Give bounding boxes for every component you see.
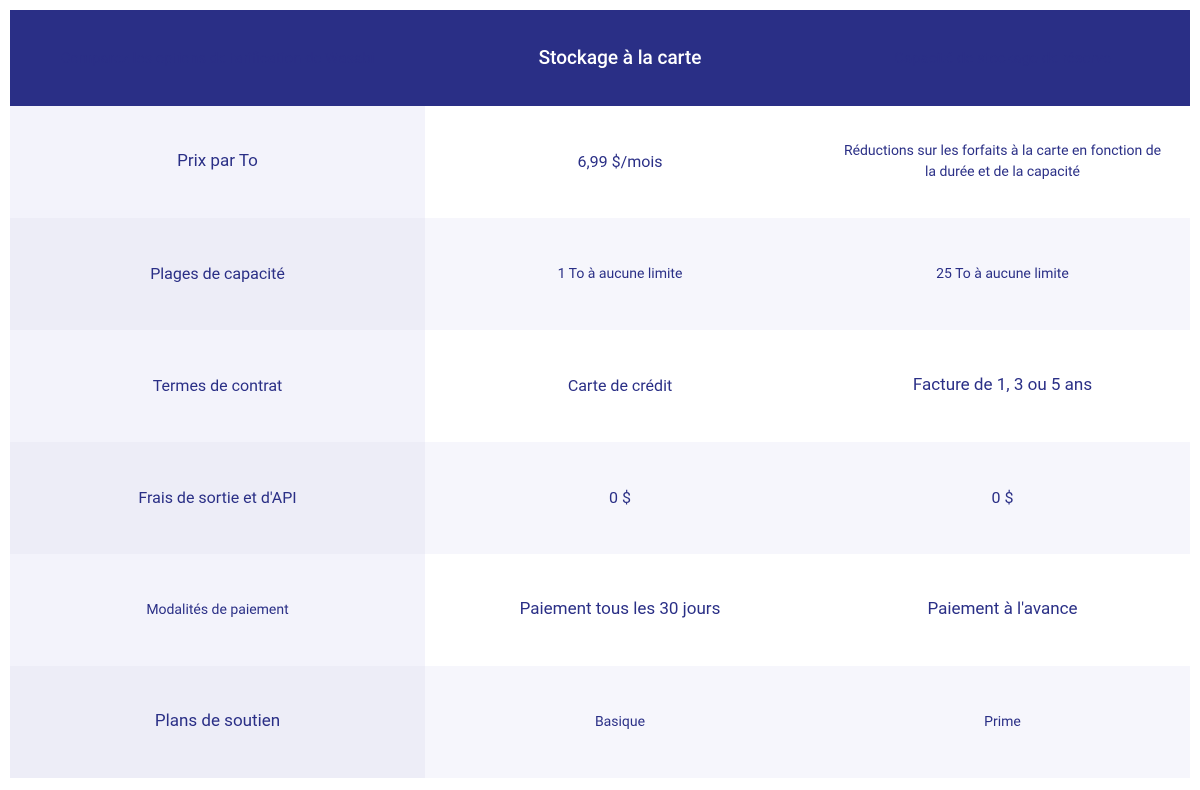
row-value-col3: Réductions sur les forfaits à la carte e…: [815, 106, 1190, 218]
row-value-col2: Paiement tous les 30 jours: [425, 554, 815, 666]
row-label: Termes de contrat: [10, 330, 425, 442]
row-value-col2: Carte de crédit: [425, 330, 815, 442]
row-value-col3: 25 To à aucune limite: [815, 218, 1190, 330]
row-value-col3: 0 $: [815, 442, 1190, 554]
pricing-comparison-table: Comparez les options de tarification de …: [10, 10, 1190, 778]
table-row: Modalités de paiement Paiement tous les …: [10, 554, 1190, 666]
row-label: Plages de capacité: [10, 218, 425, 330]
table-row: Frais de sortie et d'API 0 $ 0 $: [10, 442, 1190, 554]
table-row: Plans de soutien Basique Prime: [10, 666, 1190, 778]
table-row: Termes de contrat Carte de crédit Factur…: [10, 330, 1190, 442]
header-col1: Comparez les options de tarification de …: [10, 10, 425, 106]
table-row: Plages de capacité 1 To à aucune limite …: [10, 218, 1190, 330]
row-label: Prix par To: [10, 106, 425, 218]
row-value-col2: 0 $: [425, 442, 815, 554]
row-value-col2: 1 To à aucune limite: [425, 218, 815, 330]
row-label: Frais de sortie et d'API: [10, 442, 425, 554]
row-value-col3: Prime: [815, 666, 1190, 778]
table-header-row: Comparez les options de tarification de …: [10, 10, 1190, 106]
row-value-col3: Facture de 1, 3 ou 5 ans: [815, 330, 1190, 442]
row-label: Modalités de paiement: [10, 554, 425, 666]
header-col2: Stockage à la carte: [425, 10, 815, 106]
row-value-col3: Paiement à l'avance: [815, 554, 1190, 666]
table-row: Prix par To 6,99 $/mois Réductions sur l…: [10, 106, 1190, 218]
row-label: Plans de soutien: [10, 666, 425, 778]
header-col3: Capacité de stockage de réserve: [815, 10, 1190, 106]
row-value-col2: Basique: [425, 666, 815, 778]
row-value-col2: 6,99 $/mois: [425, 106, 815, 218]
